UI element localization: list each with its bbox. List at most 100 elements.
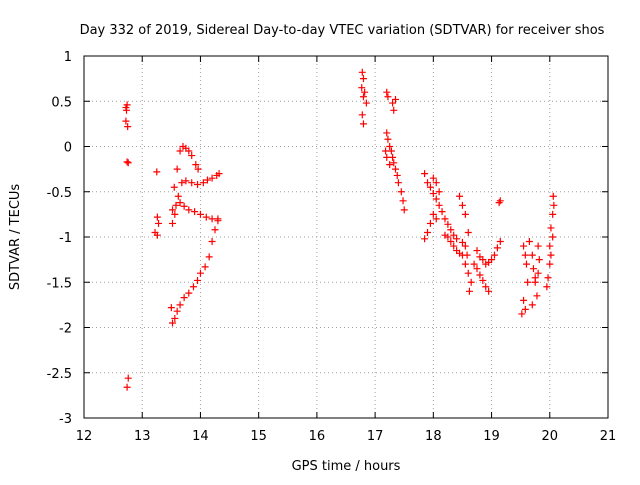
data-point-marker [171,210,179,218]
chart-title: Day 332 of 2019, Sidereal Day-to-day VTE… [80,23,605,38]
data-point-marker [358,111,366,119]
data-point-marker [394,179,402,187]
data-point-marker [426,183,434,191]
data-point-marker [528,301,536,309]
data-point-marker [358,68,366,76]
data-point-marker [546,242,554,250]
data-point-marker [185,206,193,214]
data-point-marker [215,170,223,178]
axis-ticks: 12 13 14 15 16 17 18 19 20 21 1 0.5 0 -0.5 -1 -1.5 -2 -2.… [47,50,617,444]
data-point-marker [176,301,184,309]
data-point-marker [447,238,455,246]
data-point-marker [155,219,163,227]
y-tick-label: 0 [64,141,72,156]
x-tick-label: 14 [192,429,209,444]
data-point-marker [153,213,161,221]
data-point-marker [531,274,539,282]
data-point-marker [383,88,391,96]
data-point-marker [386,161,394,169]
data-point-marker [182,177,190,185]
data-point-marker [529,265,537,273]
data-point-marker [438,208,446,216]
x-axis-label: GPS time / hours [292,459,401,474]
data-point-marker [382,147,390,155]
data-point-marker [358,84,366,92]
data-point-marker [488,256,496,264]
data-point-marker [549,210,557,218]
data-point-marker [173,307,181,315]
data-point-marker [424,179,432,187]
data-point-marker [393,171,401,179]
data-point-marker [124,159,132,167]
data-point-marker [435,188,443,196]
data-point-marker [359,75,367,83]
data-point-marker [544,274,552,282]
data-point-marker [520,242,528,250]
data-point-marker [424,228,432,236]
data-point-marker [123,383,131,391]
data-point-marker [178,179,186,187]
data-point-marker [479,276,487,284]
data-point-marker [458,251,466,259]
data-point-marker [473,265,481,273]
data-point-marker [490,251,498,259]
data-point-marker [465,287,473,295]
y-axis-label: SDTVAR / TECUs [8,184,23,291]
data-point-marker [444,233,452,241]
y-tick-label: 0.5 [51,95,72,110]
data-point-marker [202,213,210,221]
data-point-marker [467,278,475,286]
data-point-marker [211,226,219,234]
x-tick-label: 15 [250,429,267,444]
data-point-marker [518,310,526,318]
data-point-marker [520,296,528,304]
data-point-marker [180,202,188,210]
data-point-marker [521,305,529,313]
data-point-marker [201,263,209,271]
data-point-marker [196,210,204,218]
data-point-marker [384,93,392,101]
data-points [122,68,558,391]
data-point-marker [171,314,179,322]
data-point-marker [421,235,429,243]
y-tick-label: -1 [59,231,72,246]
data-point-marker [383,129,391,137]
data-point-marker [399,197,407,205]
data-point-marker [208,174,216,182]
data-point-marker [432,179,440,187]
data-point-marker [361,88,369,96]
data-point-marker [173,165,181,173]
data-point-marker [525,238,533,246]
data-point-marker [444,220,452,228]
x-tick-label: 18 [425,429,442,444]
data-point-marker [432,195,440,203]
data-point-marker [124,123,132,131]
data-point-marker [535,256,543,264]
data-point-marker [397,188,405,196]
data-point-marker [421,170,429,178]
data-point-marker [205,253,213,261]
data-point-marker [389,99,397,107]
data-point-marker [199,179,207,187]
data-point-marker [450,231,458,239]
data-point-marker [528,251,536,259]
data-point-marker [214,217,222,225]
y-tick-label: -2.5 [47,367,72,382]
data-point-marker [188,179,196,187]
data-point-marker [383,153,391,161]
data-point-marker [546,260,554,268]
data-point-marker [194,276,202,284]
data-point-marker [429,174,437,182]
data-point-marker [447,226,455,234]
data-point-marker [400,206,408,214]
data-point-marker [359,120,367,128]
data-point-marker [435,201,443,209]
data-point-marker [170,183,178,191]
data-point-marker [185,147,193,155]
data-point-marker [390,159,398,167]
data-point-marker [533,292,541,300]
data-point-marker [441,215,449,223]
x-tick-label: 21 [600,429,617,444]
data-point-marker [167,304,175,312]
